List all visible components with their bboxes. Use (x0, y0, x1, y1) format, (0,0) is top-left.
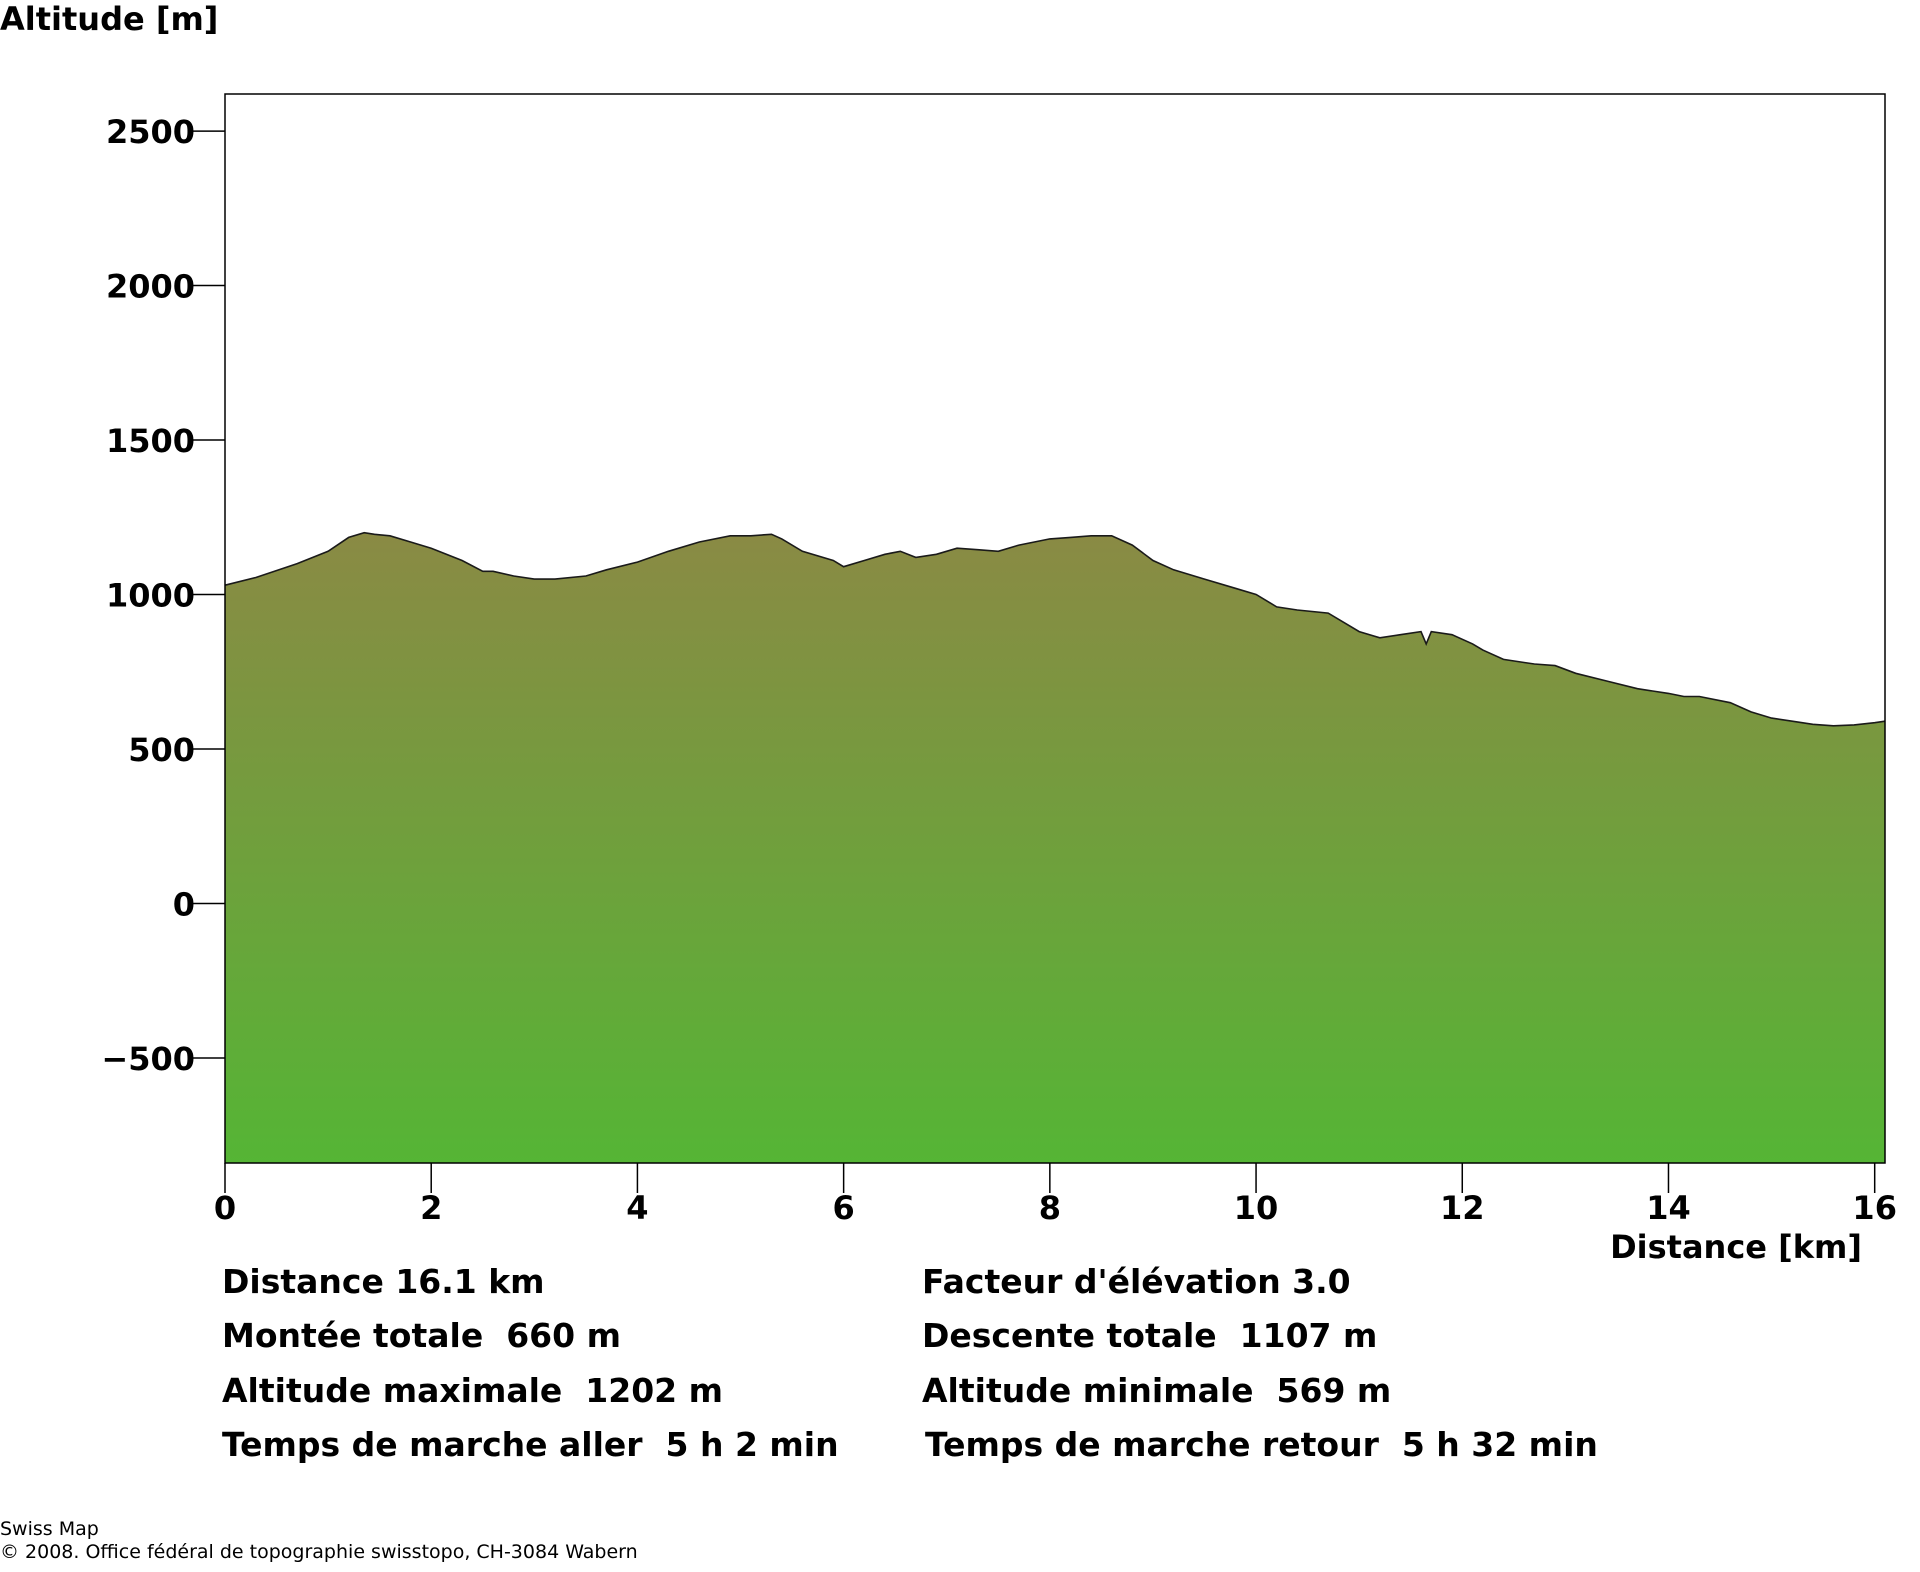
elevation-line (224, 531, 1886, 727)
y-tick-label: 2000 (106, 268, 195, 306)
y-tick-label: 500 (128, 731, 195, 769)
stat-elevation-factor: Facteur d'élévation 3.0 (922, 1262, 1351, 1301)
stat-total-descent: Descente totale 1107 m (922, 1316, 1378, 1355)
plot-frame (224, 93, 1886, 1164)
y-tick-label: −500 (101, 1040, 195, 1078)
stat-min-altitude: Altitude minimale 569 m (922, 1371, 1392, 1410)
y-tick-label: 0 (173, 885, 195, 923)
stat-distance: Distance 16.1 km (222, 1262, 545, 1301)
x-tick-label: 14 (1646, 1189, 1691, 1227)
stat-max-altitude: Altitude maximale 1202 m (222, 1371, 723, 1410)
credit-source: Swiss Map (0, 1518, 99, 1540)
y-tick-label: 1000 (106, 577, 195, 615)
stat-walk-time-outbound: Temps de marche aller 5 h 2 min (222, 1425, 839, 1464)
x-tick-label: 16 (1852, 1189, 1897, 1227)
x-axis-title: Distance [km] (1610, 1228, 1862, 1266)
x-tick-label: 6 (833, 1189, 855, 1227)
stat-total-ascent: Montée totale 660 m (222, 1316, 621, 1355)
x-tick-label: 2 (420, 1189, 442, 1227)
y-tick-label: 2500 (106, 113, 195, 151)
y-tick-label: 1500 (106, 422, 195, 460)
stat-walk-time-return: Temps de marche retour 5 h 32 min (925, 1425, 1598, 1464)
x-tick-label: 4 (626, 1189, 648, 1227)
x-tick-label: 10 (1234, 1189, 1279, 1227)
elevation-area (225, 532, 1885, 1163)
x-tick-label: 0 (214, 1189, 236, 1227)
credit-copyright: © 2008. Office fédéral de topographie sw… (0, 1541, 638, 1563)
x-tick-label: 12 (1440, 1189, 1485, 1227)
y-axis-title: Altitude [m] (0, 0, 218, 38)
x-tick-label: 8 (1039, 1189, 1061, 1227)
elevation-profile-chart: Altitude [m] Distance [km] −500 0 500 1000 1… (0, 0, 1897, 1266)
